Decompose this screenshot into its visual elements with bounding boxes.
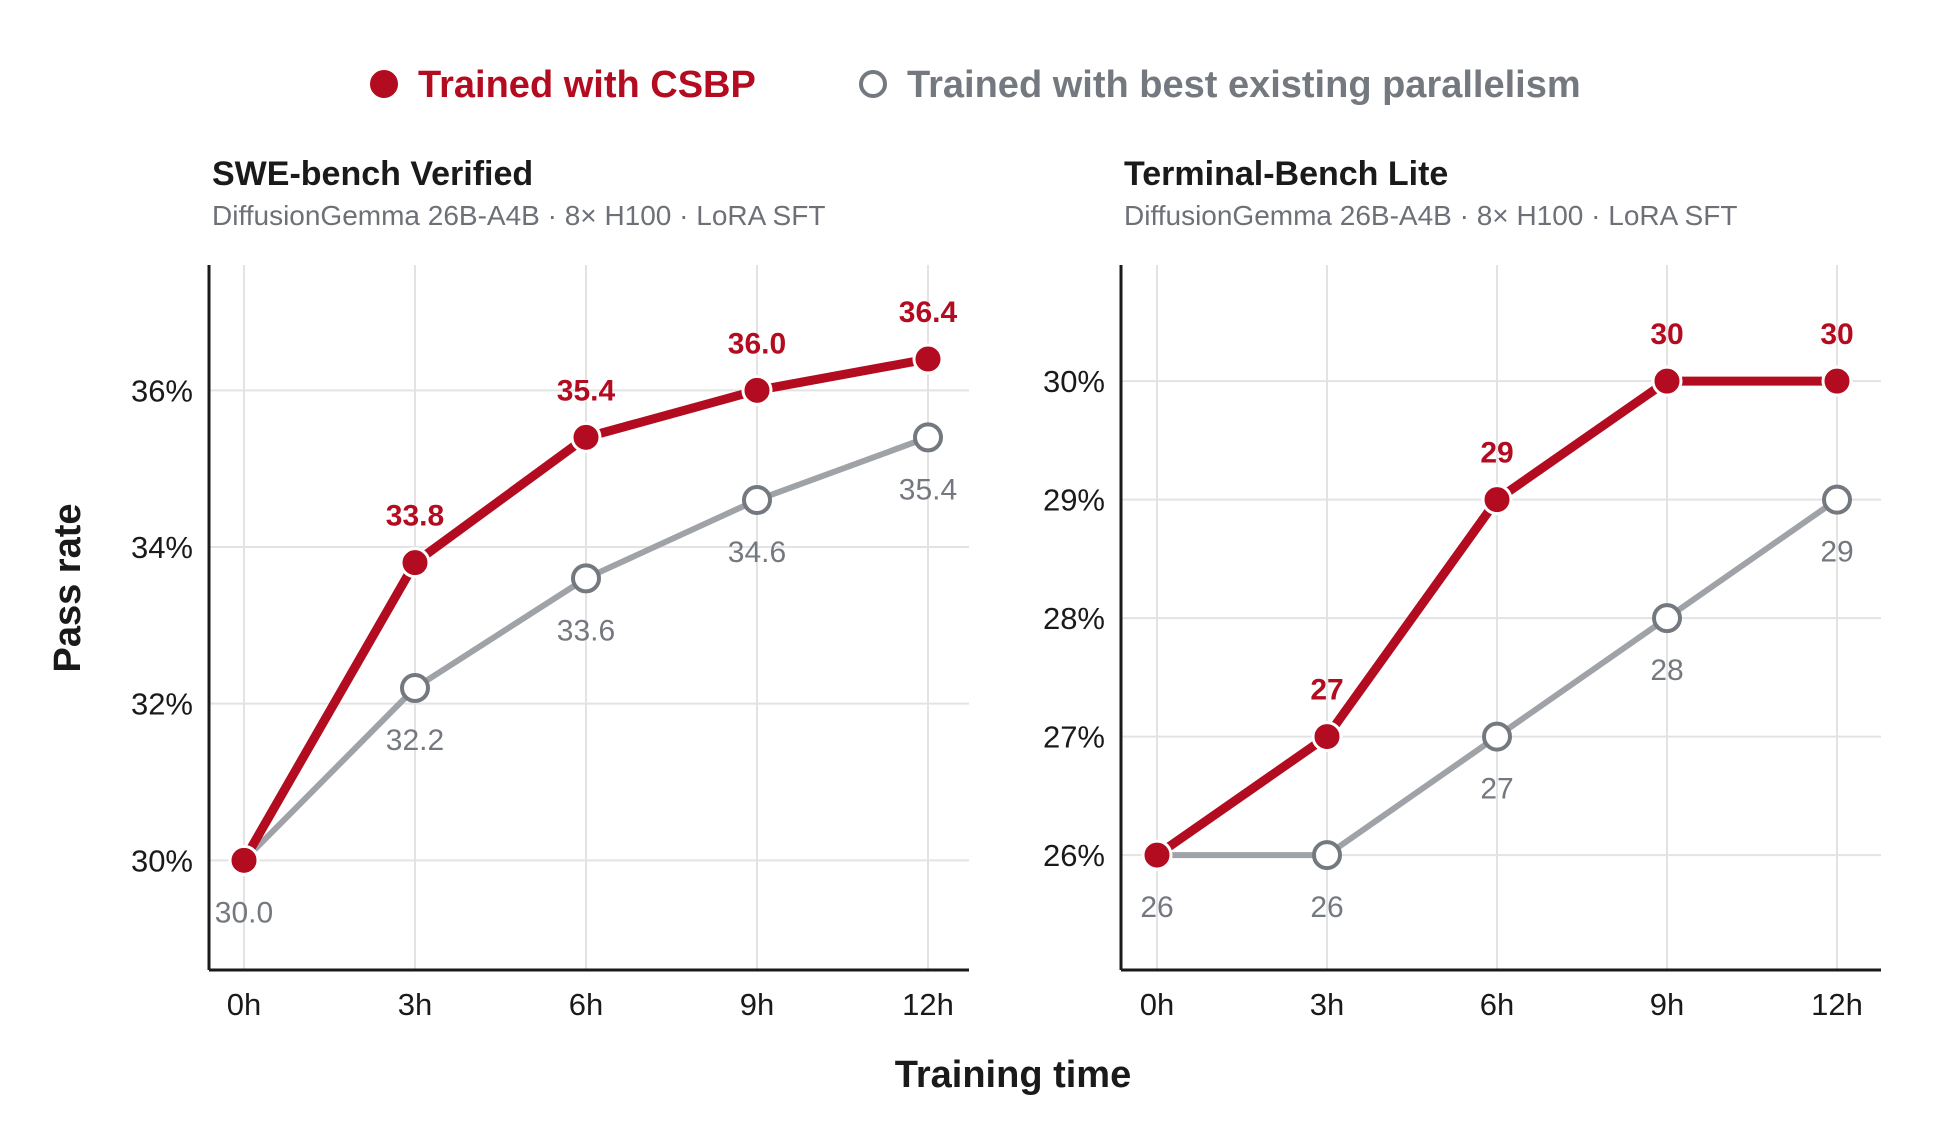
data-label-csbp: 33.8 xyxy=(386,500,444,533)
x-tick-label: 12h xyxy=(902,987,954,1022)
x-tick-label: 3h xyxy=(1310,987,1344,1022)
data-label-baseline: 33.6 xyxy=(557,614,615,647)
y-tick-label: 29% xyxy=(1043,483,1105,518)
legend-label-1: Trained with best existing parallelism xyxy=(907,64,1581,106)
data-label-csbp: 29 xyxy=(1480,437,1513,470)
data-point-csbp xyxy=(228,844,260,876)
chart-panel-swe-bench: SWE-bench Verified DiffusionGemma 26B-A4B… xyxy=(131,155,969,1022)
y-tick-label: 36% xyxy=(131,373,193,408)
data-point-csbp xyxy=(1141,839,1173,871)
data-point-csbp xyxy=(1651,365,1683,397)
data-point-csbp xyxy=(570,421,602,453)
legend-label-0: Trained with CSBP xyxy=(418,64,756,106)
data-label-baseline: 27 xyxy=(1480,773,1513,806)
data-label-baseline: 34.6 xyxy=(728,536,786,569)
y-axis-label: Pass rate xyxy=(47,503,89,672)
chart-title: Terminal-Bench Lite xyxy=(1124,155,1448,193)
data-point-csbp xyxy=(1821,365,1853,397)
data-point-baseline xyxy=(913,422,943,453)
data-point-csbp xyxy=(741,374,773,406)
data-point-baseline xyxy=(1652,603,1682,634)
data-label-csbp: 35.4 xyxy=(557,374,616,407)
data-point-csbp xyxy=(1311,721,1343,753)
x-tick-label: 0h xyxy=(227,987,261,1022)
x-tick-label: 6h xyxy=(569,987,603,1022)
data-label-csbp: 30 xyxy=(1650,318,1683,351)
data-point-baseline xyxy=(1482,721,1512,752)
chart-subtitle: DiffusionGemma 26B-A4B · 8× H100 · LoRA … xyxy=(1124,200,1737,231)
data-label-csbp: 36.0 xyxy=(728,327,786,360)
data-point-baseline xyxy=(1822,484,1852,515)
x-tick-label: 3h xyxy=(398,987,432,1022)
y-tick-label: 26% xyxy=(1043,838,1105,873)
x-tick-label: 6h xyxy=(1480,987,1514,1022)
chart-title: SWE-bench Verified xyxy=(212,155,533,193)
y-tick-label: 28% xyxy=(1043,601,1105,636)
x-tick-label: 9h xyxy=(740,987,774,1022)
legend: Trained with CSBP Trained with best exist… xyxy=(370,64,1581,106)
x-tick-label: 9h xyxy=(1650,987,1684,1022)
y-tick-label: 30% xyxy=(1043,364,1105,399)
data-point-csbp xyxy=(1481,484,1513,516)
x-axis-label: Training time xyxy=(895,1054,1131,1096)
y-tick-label: 27% xyxy=(1043,720,1105,755)
chart-panel-terminal-bench: Terminal-Bench Lite DiffusionGemma 26B-A4… xyxy=(1043,155,1881,1022)
data-label-baseline: 29 xyxy=(1820,536,1853,569)
y-tick-label: 32% xyxy=(131,687,193,722)
data-label-csbp: 36.4 xyxy=(899,296,958,329)
data-label-baseline: 30.0 xyxy=(215,896,273,929)
data-point-baseline xyxy=(742,485,772,515)
data-point-baseline xyxy=(1312,840,1342,871)
x-tick-label: 12h xyxy=(1811,987,1863,1022)
data-label-baseline: 32.2 xyxy=(386,724,444,757)
data-point-baseline xyxy=(400,673,430,703)
x-tick-label: 0h xyxy=(1140,987,1174,1022)
data-label-baseline: 26 xyxy=(1310,891,1343,924)
data-label-baseline: 28 xyxy=(1650,654,1683,687)
data-point-baseline xyxy=(571,563,601,594)
data-label-csbp: 27 xyxy=(1310,674,1343,707)
y-tick-label: 30% xyxy=(131,843,193,878)
data-label-csbp: 30 xyxy=(1820,318,1853,351)
legend-marker-1 xyxy=(859,70,887,98)
legend-marker-0 xyxy=(370,70,398,98)
data-label-csbp: 26 xyxy=(1140,891,1173,924)
y-tick-label: 34% xyxy=(131,530,193,565)
data-label-baseline: 35.4 xyxy=(899,473,957,506)
data-point-csbp xyxy=(399,547,431,579)
data-point-csbp xyxy=(912,343,944,375)
chart-subtitle: DiffusionGemma 26B-A4B · 8× H100 · LoRA … xyxy=(212,200,825,231)
